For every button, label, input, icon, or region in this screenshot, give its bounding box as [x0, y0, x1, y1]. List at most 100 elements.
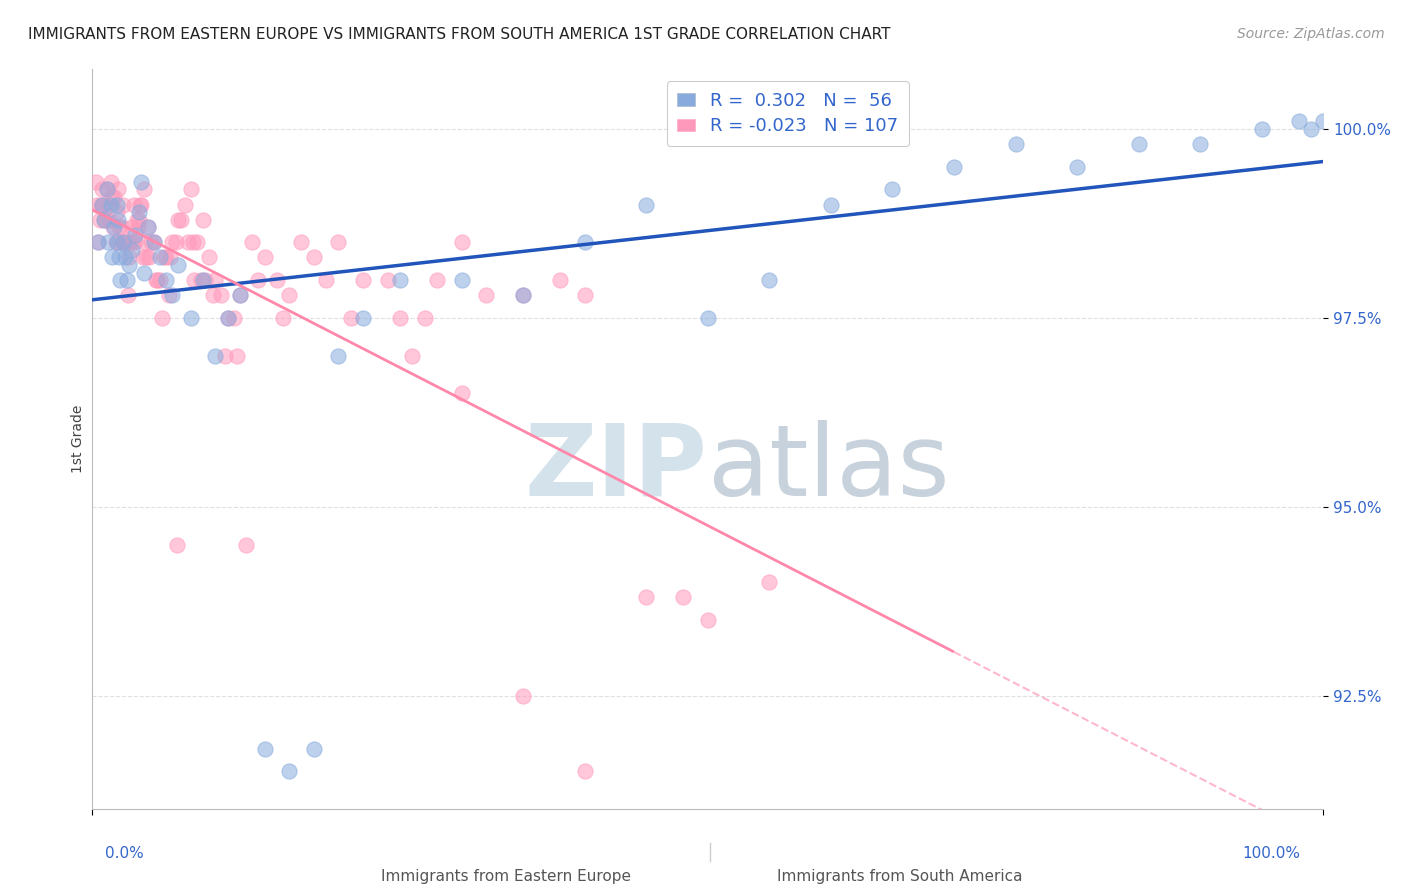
Point [94, 212, 117, 227]
Point [89, 212, 111, 227]
Point [302, 741, 325, 756]
Point [96, 182, 118, 196]
Point [93, 212, 115, 227]
Point [87, 235, 110, 250]
Point [114, 251, 136, 265]
Point [190, 273, 212, 287]
Legend: R =  0.302   N =  56, R = -0.023   N = 107: R = 0.302 N = 56, R = -0.023 N = 107 [666, 81, 908, 146]
Point [128, 212, 150, 227]
Point [90, 197, 112, 211]
Point [121, 243, 143, 257]
Point [574, 235, 596, 250]
Point [124, 235, 146, 250]
Point [183, 273, 205, 287]
Point [132, 182, 155, 196]
Point [136, 220, 159, 235]
Point [181, 235, 204, 250]
Point [91, 182, 114, 196]
Point [377, 273, 399, 287]
Point [101, 190, 124, 204]
Point [1312, 114, 1334, 128]
Point [121, 220, 143, 235]
Point [103, 220, 125, 235]
Point [149, 251, 172, 265]
Point [271, 310, 294, 325]
Point [115, 273, 138, 287]
Point [401, 349, 423, 363]
Point [229, 288, 252, 302]
Point [111, 220, 134, 235]
Point [173, 197, 195, 211]
Point [204, 349, 226, 363]
Point [131, 175, 153, 189]
Point [450, 386, 472, 401]
Point [214, 349, 236, 363]
Point [142, 235, 165, 250]
Point [150, 310, 173, 325]
Point [1288, 114, 1310, 128]
Point [226, 349, 249, 363]
Point [247, 273, 270, 287]
Point [134, 235, 156, 250]
Point [107, 212, 129, 227]
Point [167, 212, 190, 227]
Point [204, 273, 226, 287]
Point [165, 235, 187, 250]
Point [167, 258, 190, 272]
Point [758, 273, 780, 287]
Point [512, 689, 534, 703]
Point [105, 235, 128, 250]
Point [315, 273, 337, 287]
Point [820, 197, 842, 211]
Point [159, 251, 181, 265]
Point [155, 251, 177, 265]
Text: ZIP: ZIP [524, 420, 707, 516]
Point [120, 235, 142, 250]
Point [352, 310, 374, 325]
Point [266, 273, 288, 287]
Point [672, 591, 695, 605]
Point [450, 273, 472, 287]
Y-axis label: 1st Grade: 1st Grade [72, 405, 86, 473]
Point [108, 220, 131, 235]
Point [131, 197, 153, 211]
Point [758, 575, 780, 590]
Point [180, 310, 202, 325]
Point [253, 741, 276, 756]
Point [450, 235, 472, 250]
Point [115, 235, 138, 250]
Point [125, 212, 148, 227]
Point [105, 197, 128, 211]
Point [100, 175, 122, 189]
Point [211, 288, 233, 302]
Point [127, 220, 149, 235]
Point [290, 235, 312, 250]
Point [475, 288, 498, 302]
Point [328, 349, 350, 363]
Point [194, 273, 217, 287]
Point [141, 235, 163, 250]
Point [135, 251, 157, 265]
Point [108, 251, 131, 265]
Point [636, 197, 658, 211]
Point [136, 220, 159, 235]
Point [96, 182, 118, 196]
Point [103, 190, 125, 204]
Point [118, 251, 141, 265]
Point [105, 205, 128, 219]
Point [146, 273, 169, 287]
Point [222, 310, 245, 325]
Text: 0.0%: 0.0% [105, 847, 145, 861]
Point [121, 235, 143, 250]
Point [93, 212, 115, 227]
Point [101, 251, 124, 265]
Point [101, 220, 124, 235]
Point [142, 235, 165, 250]
Point [86, 197, 108, 211]
Point [87, 235, 110, 250]
Text: 100.0%: 100.0% [1243, 847, 1301, 861]
Point [388, 273, 411, 287]
Point [98, 212, 121, 227]
Point [180, 182, 202, 196]
Point [1004, 137, 1026, 152]
